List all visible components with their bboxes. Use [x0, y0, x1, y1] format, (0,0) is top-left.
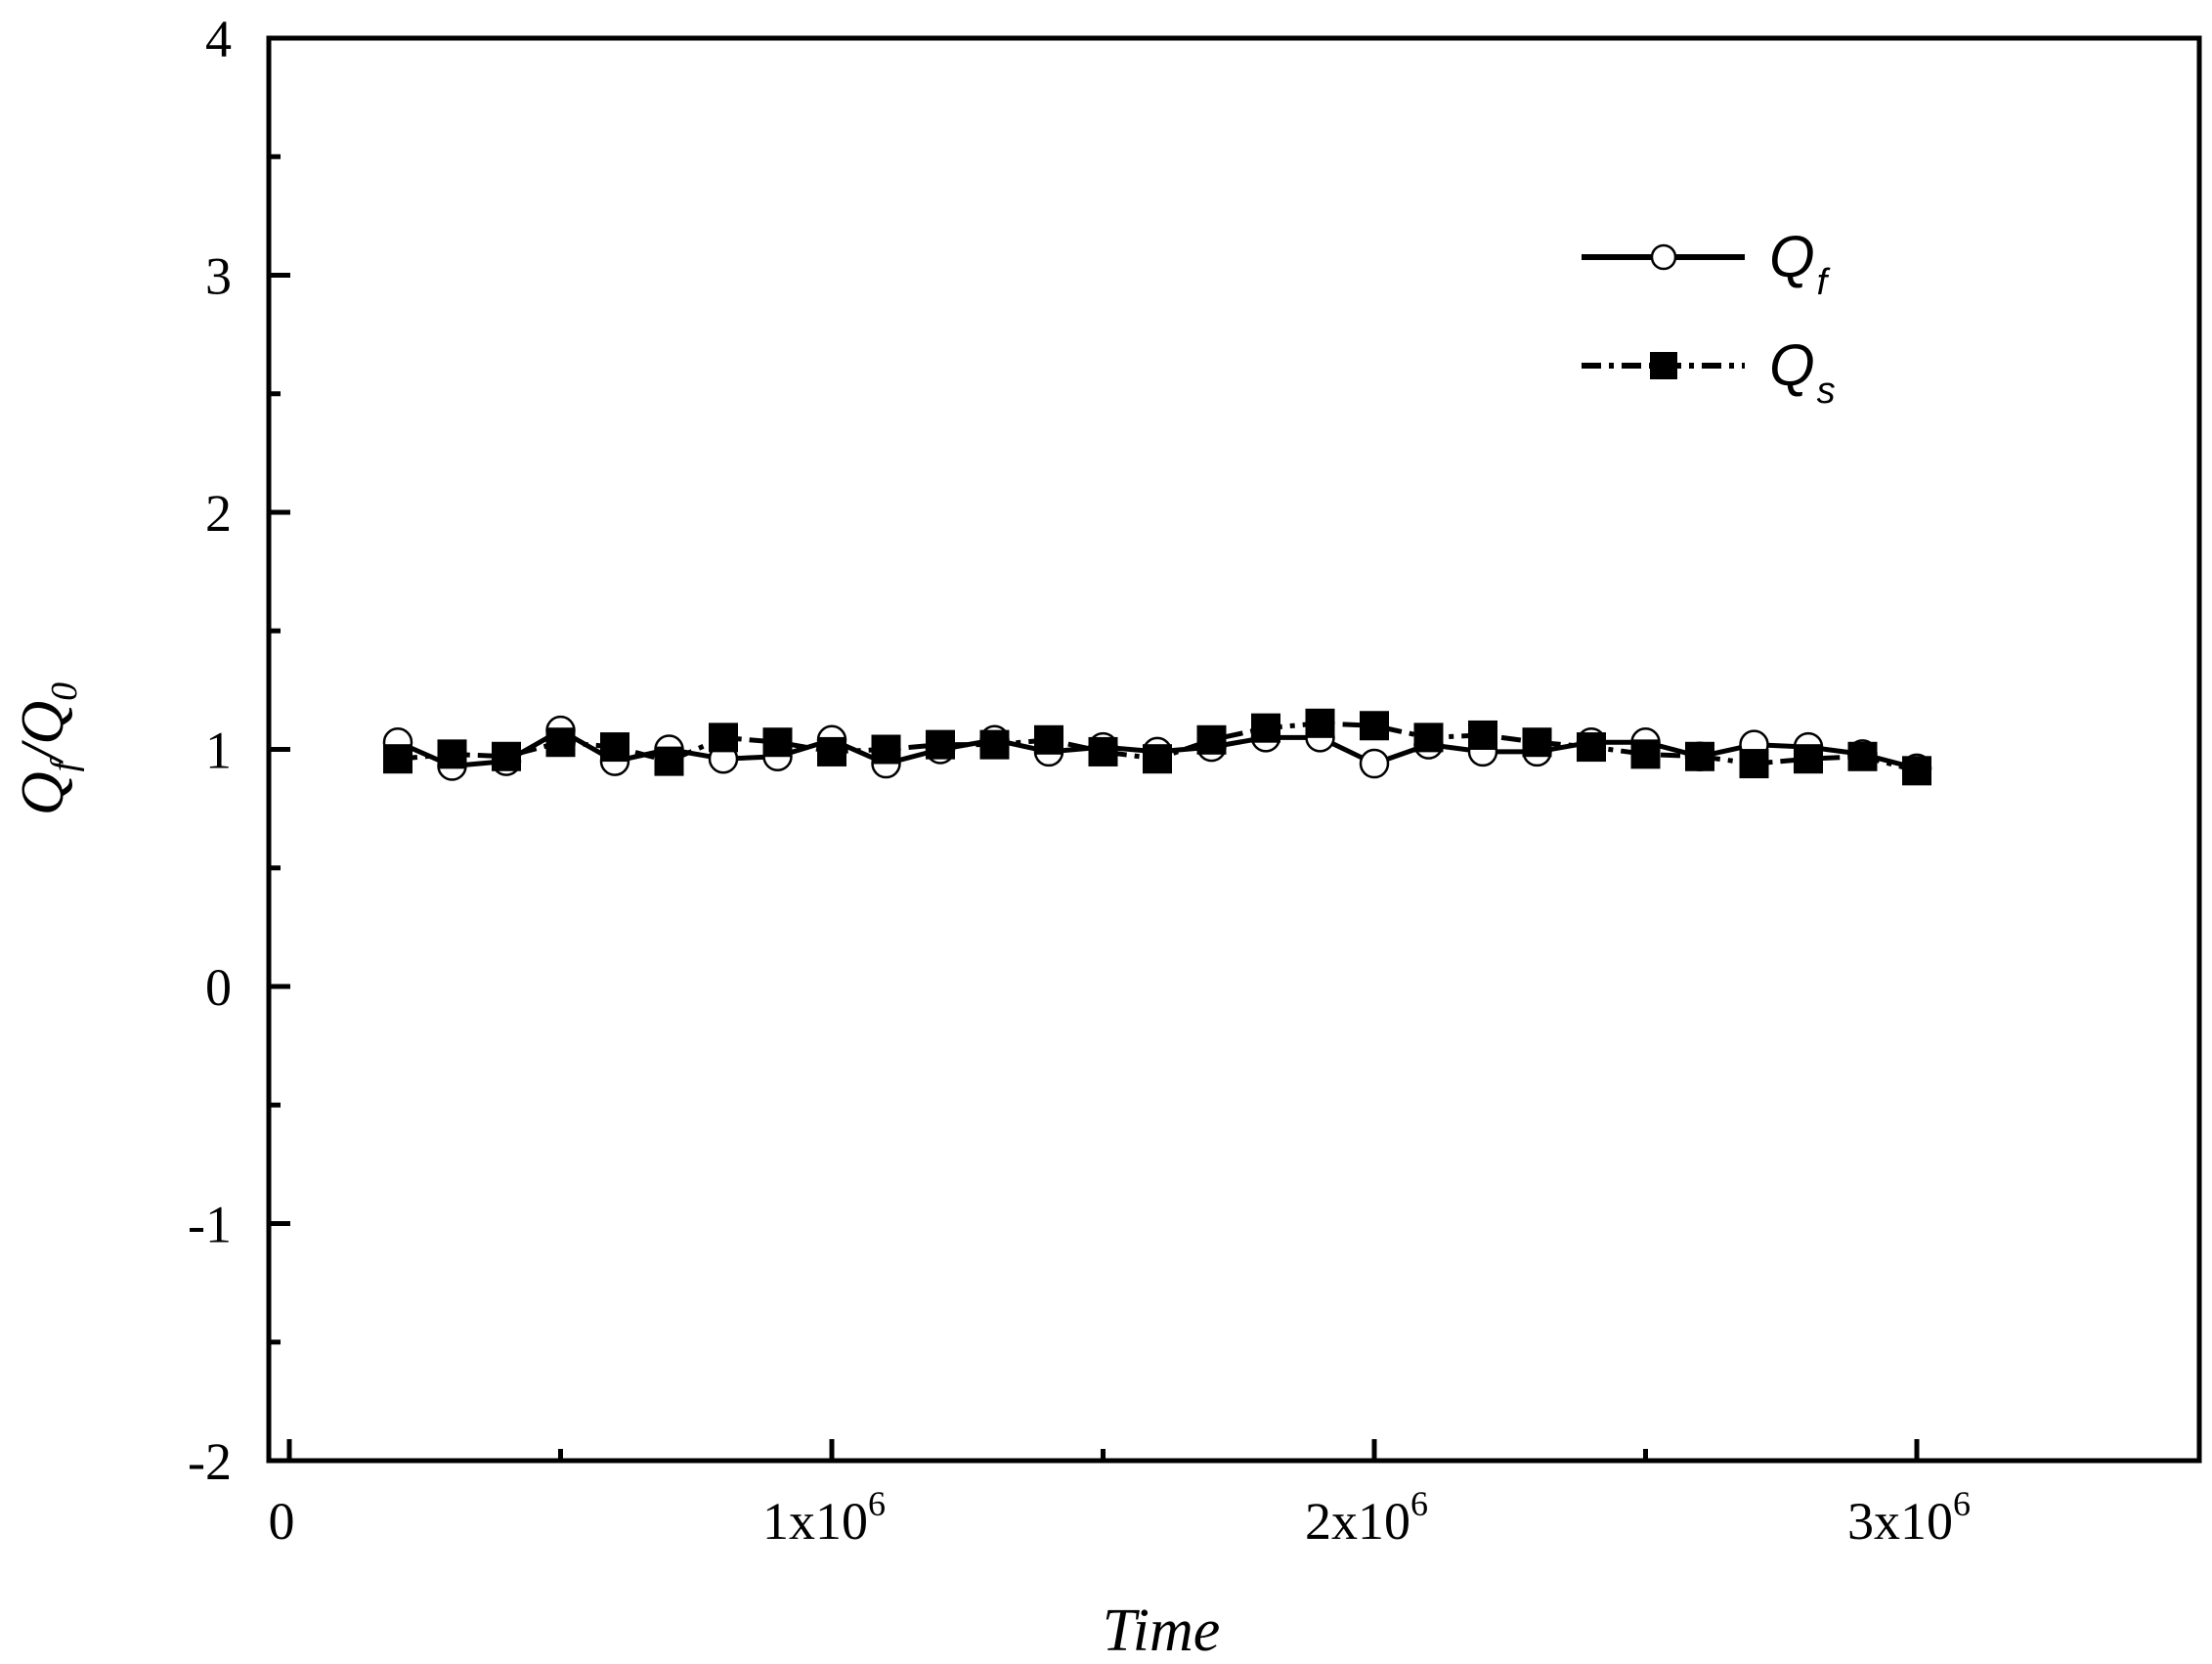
x-tick-label: 2x106: [1305, 1484, 1428, 1551]
x-axis-title: Time: [1103, 1598, 1221, 1659]
data-point-qs: [600, 732, 629, 763]
y-axis-title: Qf/Q0: [10, 682, 85, 815]
y-axis-ticks: -2 -1 0 1 2 3 4: [188, 10, 290, 1491]
legend-item-qs: Qs: [1582, 332, 1836, 412]
data-point-qs: [1251, 713, 1280, 743]
x-tick-label: 3x106: [1847, 1484, 1971, 1551]
data-point-qs: [545, 727, 576, 758]
data-point-qs: [437, 739, 467, 769]
y-tick-label: -2: [188, 1432, 232, 1491]
data-point-qs: [871, 734, 901, 765]
legend-label-qf: Qf: [1769, 224, 1831, 303]
data-point-qs: [926, 729, 955, 760]
data-point-qs: [709, 723, 738, 753]
y-tick-label: 0: [205, 958, 232, 1017]
y-tick-label: -1: [188, 1196, 232, 1254]
data-point-qs: [1577, 732, 1606, 763]
data-point-qs: [654, 746, 684, 776]
legend: Qf Qs: [1582, 224, 1836, 412]
data-point-qs: [979, 729, 1010, 760]
x-tick-label: 1x106: [762, 1484, 886, 1551]
data-point-qs: [492, 741, 521, 771]
data-point-qs: [1847, 741, 1878, 771]
data-point-qs: [762, 727, 793, 758]
data-point-qs: [1034, 724, 1063, 755]
series-layer: [382, 708, 1932, 786]
data-point-qs: [1196, 724, 1227, 755]
data-point-qs: [1739, 749, 1769, 779]
y-tick-label: 2: [205, 484, 232, 543]
legend-swatch-qs-marker: [1650, 352, 1677, 379]
data-point-qs: [1088, 736, 1118, 766]
data-point-qs: [1522, 727, 1552, 758]
y-tick-label: 4: [205, 10, 232, 68]
legend-item-qf: Qf: [1582, 224, 1831, 303]
data-point-qs: [1305, 708, 1335, 738]
data-point-qs: [1360, 711, 1389, 741]
data-point-qs: [817, 736, 846, 766]
x-axis-ticks: 0 1x106 2x106 3x106: [269, 1439, 1971, 1551]
data-point-qs: [1794, 744, 1823, 774]
legend-swatch-qf-marker: [1650, 243, 1677, 271]
data-point-qs: [1468, 720, 1497, 750]
data-point-qs: [1143, 744, 1172, 774]
data-point-qs: [1630, 739, 1661, 769]
data-point-qs: [1413, 723, 1444, 753]
data-point-qs: [383, 744, 412, 774]
legend-label-qs: Qs: [1769, 332, 1836, 412]
data-point-qs: [1902, 756, 1931, 786]
x-tick-label: 0: [269, 1492, 295, 1551]
y-tick-label: 3: [205, 247, 232, 306]
y-tick-label: 1: [205, 722, 232, 780]
data-point-qs: [1685, 741, 1714, 771]
data-point-qf: [1359, 748, 1390, 779]
